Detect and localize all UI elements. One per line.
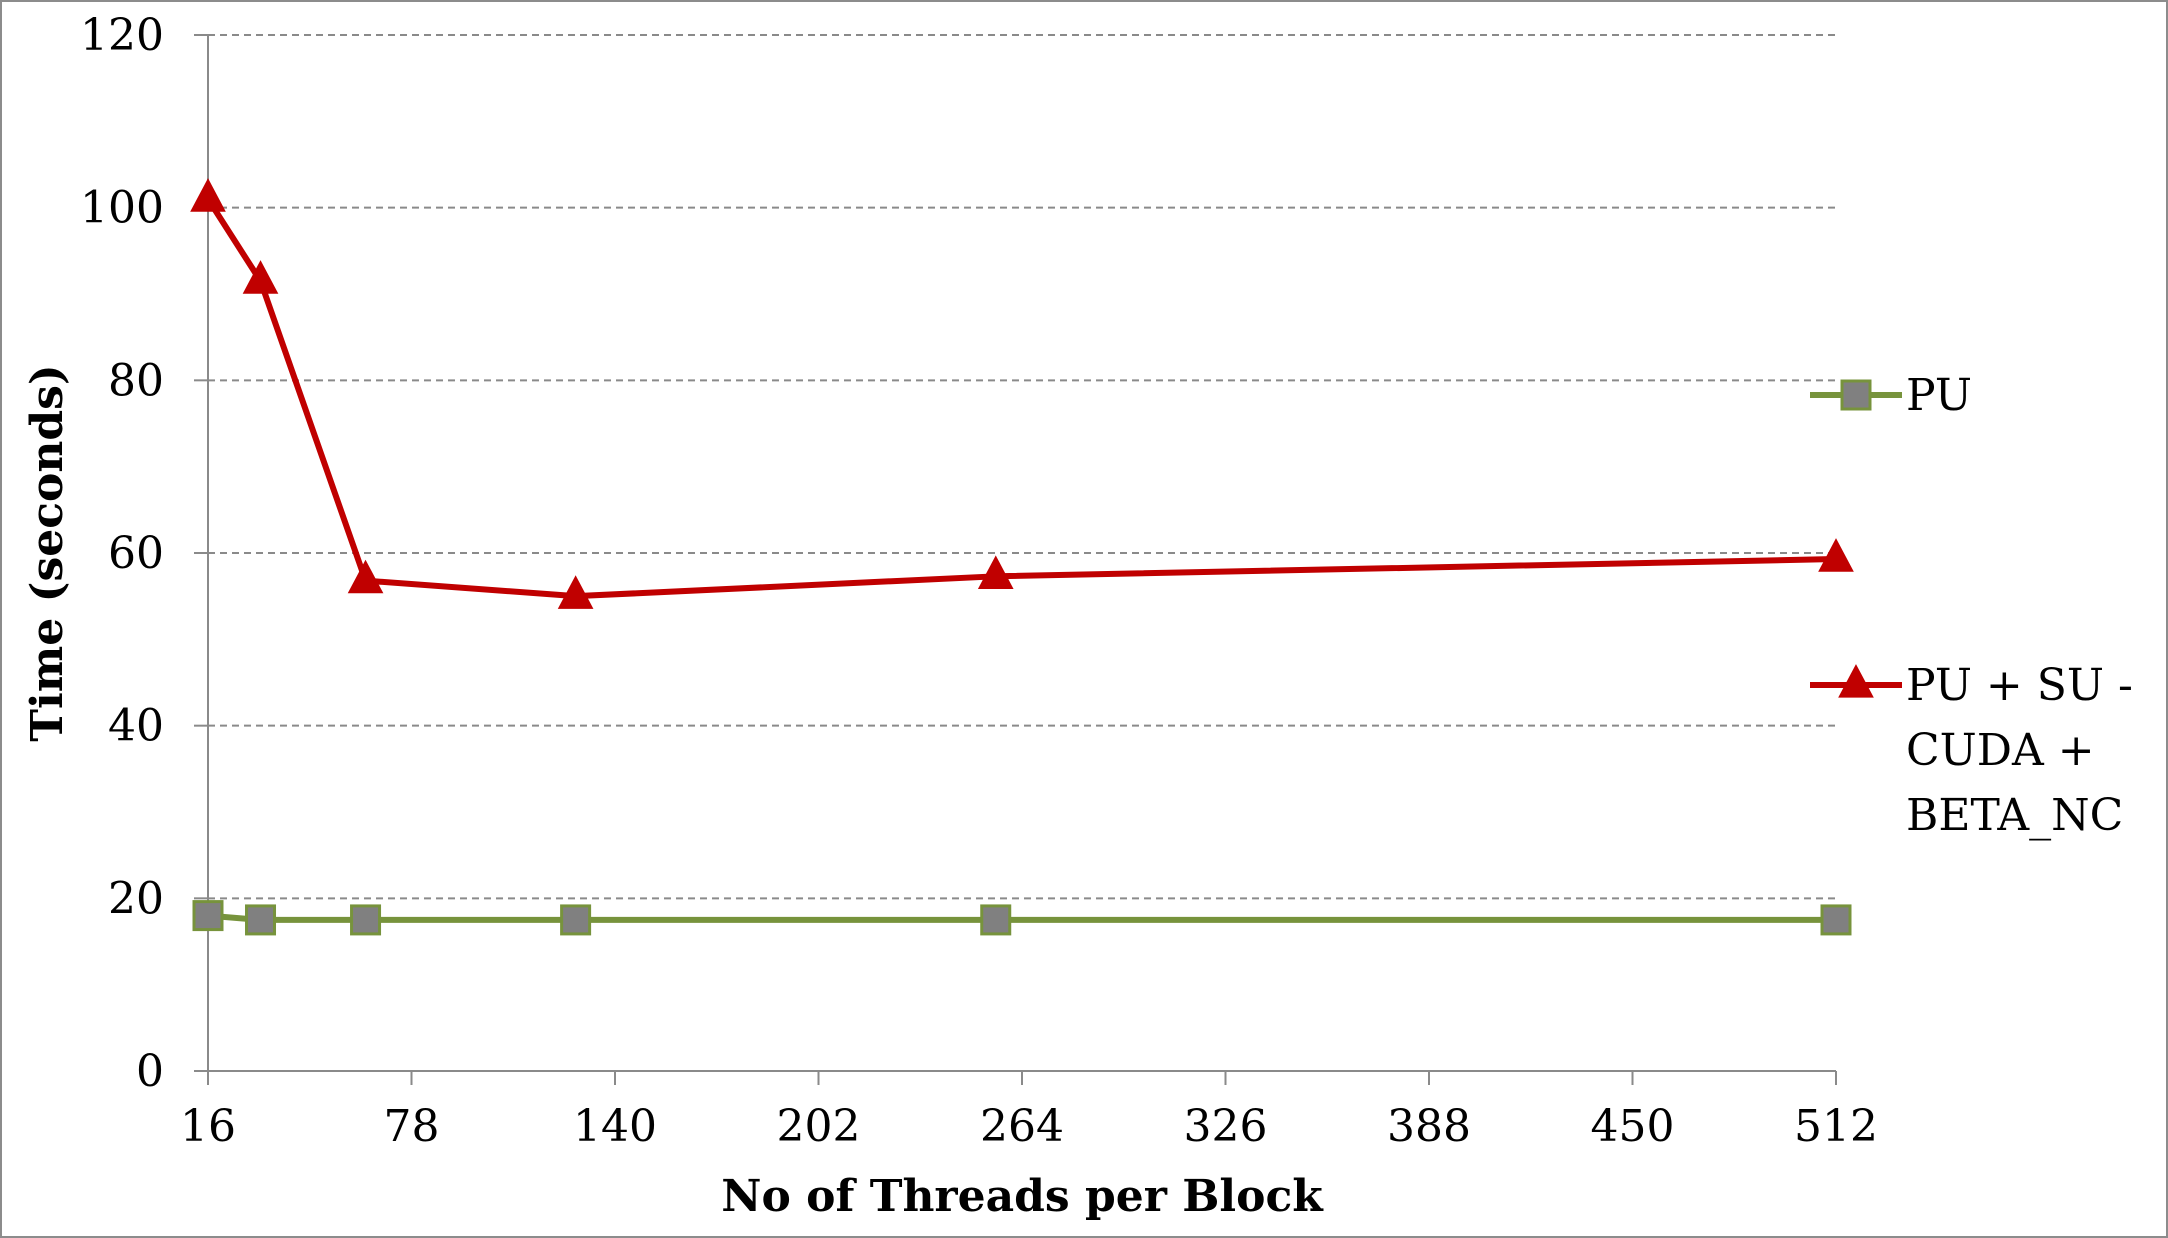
y-tick-label-5: 100	[80, 183, 164, 234]
axes: 0 20 40 60 80 100 120 16 78 140 202 264 326 388 450 512	[80, 10, 1878, 1152]
y-tick-label-4: 80	[108, 355, 164, 406]
legend-label-0: PU	[1906, 370, 1972, 421]
x-tick-label-4: 264	[980, 1101, 1064, 1152]
x-tick-label-1: 78	[384, 1101, 440, 1152]
series-0-point-3	[560, 904, 592, 936]
legend-marker-0	[1840, 379, 1872, 411]
x-tick-label-6: 388	[1387, 1101, 1471, 1152]
x-tick-label-8: 512	[1794, 1101, 1878, 1152]
series-1-point-1	[242, 260, 279, 294]
series-0-point-0	[192, 900, 224, 932]
legend-marker-1	[1838, 664, 1874, 698]
y-tick-label-1: 20	[108, 873, 164, 924]
x-tick-label-3: 202	[777, 1101, 861, 1152]
series-line-1	[205, 197, 1837, 600]
legend-label-1: PU + SU -CUDA + BETA_NC	[1906, 660, 2133, 841]
x-axis-title: No of Threads per Block	[721, 1171, 1324, 1222]
series-0-point-2	[350, 904, 382, 936]
series-0-point-4	[980, 904, 1012, 936]
x-tick-label-5: 326	[1184, 1101, 1268, 1152]
series-1-point-0	[190, 178, 226, 212]
series-1-point-2	[347, 559, 384, 594]
y-tick-label-2: 40	[108, 701, 164, 752]
y-axis-title: Time (seconds)	[22, 364, 73, 741]
series-line-0	[207, 912, 1836, 923]
x-tick-label-7: 450	[1591, 1101, 1675, 1152]
y-tick-label-6: 120	[80, 10, 164, 61]
x-tick-label-2: 140	[573, 1101, 657, 1152]
series-1-point-4	[977, 555, 1014, 589]
gridlines	[208, 34, 1836, 900]
series-layer	[190, 178, 1854, 936]
series-0-point-5	[1820, 904, 1852, 936]
legend: PU PU + SU -CUDA + BETA_NC	[1810, 370, 2133, 841]
y-tick-label-3: 60	[108, 528, 164, 579]
x-tick-label-0: 16	[180, 1101, 236, 1152]
series-0-point-1	[245, 904, 277, 936]
series-1-point-5	[1818, 538, 1854, 572]
y-tick-label-0: 0	[136, 1046, 164, 1097]
series-1-point-3	[557, 575, 594, 609]
